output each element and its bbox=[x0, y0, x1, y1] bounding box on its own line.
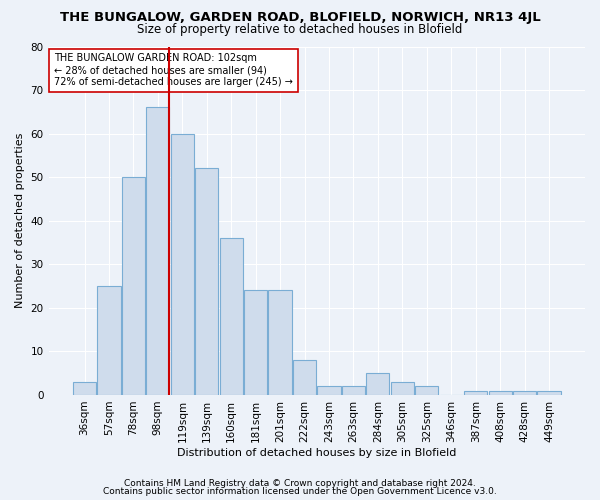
Bar bbox=[391, 382, 414, 395]
Text: Contains HM Land Registry data © Crown copyright and database right 2024.: Contains HM Land Registry data © Crown c… bbox=[124, 478, 476, 488]
Bar bbox=[293, 360, 316, 395]
Bar bbox=[171, 134, 194, 395]
Text: THE BUNGALOW GARDEN ROAD: 102sqm
← 28% of detached houses are smaller (94)
72% o: THE BUNGALOW GARDEN ROAD: 102sqm ← 28% o… bbox=[54, 54, 293, 86]
Bar bbox=[415, 386, 439, 395]
Bar bbox=[146, 108, 169, 395]
Bar bbox=[513, 390, 536, 395]
Bar bbox=[73, 382, 96, 395]
Bar bbox=[220, 238, 243, 395]
Bar bbox=[464, 390, 487, 395]
Bar bbox=[244, 290, 267, 395]
Bar bbox=[97, 286, 121, 395]
Bar bbox=[366, 373, 389, 395]
Text: Size of property relative to detached houses in Blofield: Size of property relative to detached ho… bbox=[137, 22, 463, 36]
X-axis label: Distribution of detached houses by size in Blofield: Distribution of detached houses by size … bbox=[177, 448, 457, 458]
Bar bbox=[122, 177, 145, 395]
Bar bbox=[195, 168, 218, 395]
Bar bbox=[317, 386, 341, 395]
Bar bbox=[342, 386, 365, 395]
Text: Contains public sector information licensed under the Open Government Licence v3: Contains public sector information licen… bbox=[103, 487, 497, 496]
Bar bbox=[488, 390, 512, 395]
Bar bbox=[538, 390, 560, 395]
Y-axis label: Number of detached properties: Number of detached properties bbox=[15, 133, 25, 308]
Bar bbox=[268, 290, 292, 395]
Text: THE BUNGALOW, GARDEN ROAD, BLOFIELD, NORWICH, NR13 4JL: THE BUNGALOW, GARDEN ROAD, BLOFIELD, NOR… bbox=[59, 11, 541, 24]
